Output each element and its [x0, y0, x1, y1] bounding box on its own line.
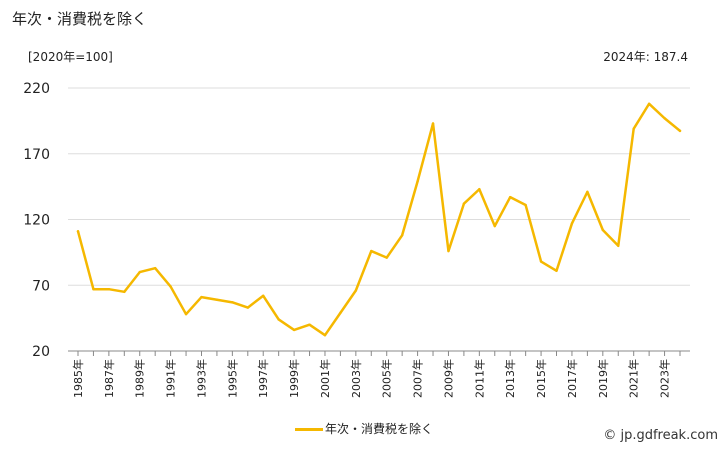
latest-value-label: 2024年: 187.4	[603, 50, 688, 64]
data-point	[184, 312, 188, 316]
data-point	[231, 301, 234, 304]
y-tick-label: 170	[23, 147, 50, 163]
y-tick-label: 120	[23, 213, 50, 229]
data-point	[370, 249, 373, 253]
data-point	[462, 202, 466, 205]
data-point	[400, 234, 404, 237]
x-tick-label: 2017年	[565, 359, 579, 398]
data-point	[570, 222, 574, 225]
x-tick-label: 1993年	[194, 359, 208, 398]
data-point	[647, 102, 651, 105]
x-tick-label: 1999年	[287, 359, 301, 398]
data-point	[308, 323, 311, 326]
data-point	[586, 190, 589, 194]
y-tick-label: 220	[23, 81, 50, 97]
data-point	[277, 318, 280, 321]
data-point	[200, 295, 203, 299]
data-point	[555, 269, 558, 272]
legend-label: 年次・消費税を除く	[324, 422, 433, 436]
data-point	[215, 298, 219, 301]
data-point	[663, 117, 666, 120]
x-tick-label: 1985年	[71, 359, 85, 398]
x-tick-label: 1997年	[256, 359, 270, 398]
data-point	[431, 122, 435, 125]
data-point	[632, 127, 635, 130]
data-point	[509, 195, 512, 199]
data-point	[493, 224, 496, 228]
x-tick-label: 2021年	[627, 359, 641, 398]
data-point	[76, 230, 80, 233]
data-point	[617, 244, 620, 247]
data-point	[385, 256, 388, 259]
data-point	[601, 228, 605, 232]
x-tick-label: 2011年	[472, 359, 486, 398]
chart-title: 年次・消費税を除く	[12, 10, 148, 28]
x-tick-label: 2007年	[411, 359, 425, 398]
data-point	[339, 311, 342, 315]
legend: 年次・消費税を除く	[0, 420, 728, 437]
x-tick-label: 1989年	[133, 359, 147, 398]
legend-swatch	[294, 428, 323, 431]
data-point	[354, 289, 358, 292]
x-tick-label: 2013年	[503, 359, 517, 398]
source-credit: © jp.gdfreak.com	[603, 428, 718, 443]
x-tick-label: 2019年	[596, 359, 610, 398]
data-point	[323, 334, 327, 337]
data-point	[447, 249, 450, 253]
data-point	[123, 290, 126, 294]
data-point	[169, 285, 172, 288]
data-point	[539, 260, 543, 263]
data-point	[138, 270, 141, 274]
data-point	[678, 129, 682, 133]
x-tick-label: 2005年	[380, 359, 394, 398]
x-tick-label: 1991年	[164, 359, 178, 398]
y-tick-label: 20	[32, 344, 50, 360]
data-point	[92, 287, 95, 291]
x-tick-label: 2009年	[441, 359, 455, 398]
unit-label: [2020年=100]	[28, 50, 113, 64]
data-point	[246, 306, 249, 309]
data-point	[292, 328, 296, 332]
data-point	[107, 287, 111, 291]
data-point	[478, 188, 481, 191]
data-point	[262, 294, 265, 297]
x-tick-label: 2001年	[318, 359, 332, 398]
x-tick-label: 2023年	[658, 359, 672, 398]
x-tick-label: 1995年	[225, 359, 239, 398]
data-point	[416, 180, 419, 183]
series-line	[76, 102, 682, 337]
data-point	[153, 266, 157, 270]
x-tick-label: 2003年	[349, 359, 363, 398]
x-tick-label: 2015年	[534, 359, 548, 398]
y-tick-label: 70	[32, 278, 50, 294]
data-point	[524, 203, 527, 207]
x-tick-label: 1987年	[102, 359, 116, 398]
